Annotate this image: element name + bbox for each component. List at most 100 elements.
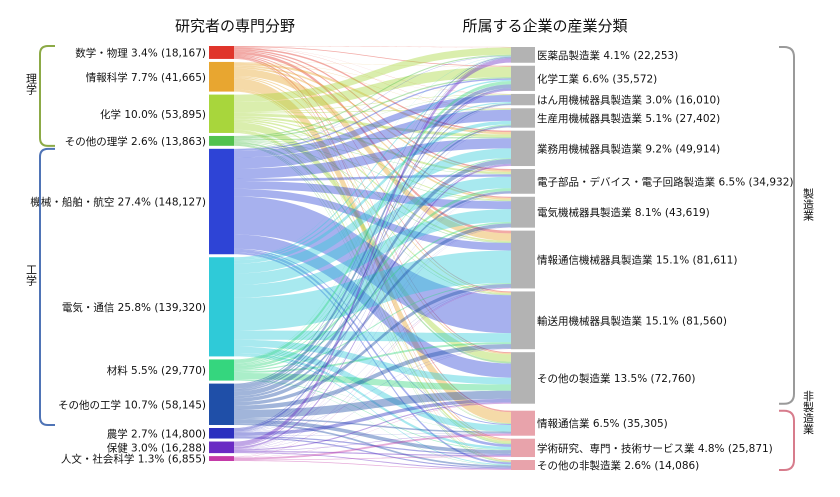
flow-link [234, 234, 511, 378]
flow-link [234, 47, 511, 102]
flow-link [234, 62, 511, 109]
flow-link [234, 62, 511, 135]
left-node-label: その他の理学 2.6% (13,863) [65, 135, 206, 148]
flow-link [234, 55, 511, 354]
flow-link [234, 77, 511, 355]
flow-link [234, 398, 511, 436]
flow-link [234, 101, 511, 261]
right-node-label: その他の非製造業 2.6% (14,086) [537, 459, 699, 472]
left-node-label: 保健 3.0% (16,288) [107, 441, 206, 454]
left-node-label: その他の工学 10.7% (58,145) [58, 398, 206, 411]
flow-link [234, 379, 511, 451]
left-group-bracket [39, 147, 55, 426]
flow-link [234, 78, 511, 424]
right-node-label: 情報通信機械器具製造業 15.1% (81,611) [537, 254, 737, 267]
flow-link [234, 140, 511, 175]
flow-link [234, 58, 511, 461]
flow-link [234, 165, 511, 457]
right-node-label: 業務用機械器具製造業 9.2% (49,914) [537, 142, 720, 155]
right-group-bracket [779, 409, 795, 471]
right-node-label: はん用機械器具製造業 3.0% (16,010) [537, 94, 720, 107]
right-node-bar [511, 230, 535, 289]
flow-link [234, 56, 511, 258]
right-node-bar [511, 291, 535, 350]
flow-link [234, 140, 511, 202]
flow-link [234, 221, 511, 370]
left-node-bar [209, 61, 234, 92]
flow-link [234, 46, 511, 48]
right-node-bar [511, 47, 535, 63]
flow-link [234, 78, 511, 151]
flow-link [234, 142, 511, 364]
flow-links [234, 46, 511, 470]
flow-link [234, 330, 511, 343]
flow-link [234, 288, 511, 458]
right-node-bar [511, 65, 535, 91]
flow-link [234, 403, 511, 458]
flow-link [234, 94, 511, 113]
flow-link [234, 129, 511, 444]
right-node-bar [511, 130, 535, 167]
flow-link [234, 390, 511, 419]
flow-link [234, 79, 511, 259]
flow-link [234, 89, 511, 442]
flow-link [234, 163, 511, 432]
right-node-label: 電子部品・デバイス・電子回路製造業 6.5% (34,932) [537, 175, 793, 188]
flow-link [234, 284, 511, 406]
flow-link [234, 46, 511, 67]
flow-link [234, 282, 511, 372]
flow-link [234, 50, 511, 198]
flow-link [234, 346, 511, 432]
flow-link [234, 191, 511, 399]
flow-link [234, 120, 511, 264]
left-node-bar [209, 441, 234, 454]
flow-link [234, 248, 511, 426]
flow-link [234, 94, 511, 139]
flow-link [234, 348, 511, 433]
flow-link [234, 287, 511, 450]
flow-link [234, 137, 511, 141]
right-node-bar [511, 460, 535, 470]
left-node-bar [209, 456, 234, 461]
left-node-label: 材料 5.5% (29,770) [107, 364, 206, 377]
flow-link [234, 372, 511, 391]
left-node-bar [209, 148, 234, 255]
right-node-label: 情報通信業 6.5% (35,305) [537, 417, 668, 430]
flow-link [234, 452, 511, 470]
flow-link [234, 57, 511, 429]
right-node-bar [511, 196, 535, 228]
left-node-label: 電気・通信 25.8% (139,320) [62, 301, 206, 314]
flow-link [234, 75, 511, 294]
right-node-label: 化学工業 6.6% (35,572) [537, 72, 657, 85]
flow-link [234, 103, 511, 364]
flow-link [234, 120, 511, 295]
right-title: 所属する企業の産業分類 [462, 17, 627, 35]
right-node-label: 生産用機械器具製造業 5.1% (27,402) [537, 112, 720, 125]
flow-link [234, 62, 511, 67]
flow-link [234, 89, 511, 447]
left-node-bar [209, 135, 234, 146]
flow-link [234, 159, 511, 397]
left-node-bar [209, 257, 234, 357]
flow-link [234, 209, 511, 298]
right-group-label: 非製造業 [802, 390, 815, 434]
flow-link [234, 55, 511, 150]
flow-link [234, 77, 511, 139]
left-node-label: 農学 2.7% (14,800) [107, 427, 206, 440]
flow-link [234, 57, 511, 440]
flow-link [234, 180, 511, 210]
right-node-label: 輸送用機械器具製造業 15.1% (81,560) [537, 314, 727, 327]
flow-link [234, 352, 511, 450]
left-title: 研究者の専門分野 [175, 17, 295, 35]
right-node-bar [511, 438, 535, 458]
flow-link [234, 380, 511, 466]
flow-link [234, 54, 511, 293]
flow-link [234, 118, 511, 201]
left-node-label: 情報科学 7.7% (41,665) [86, 71, 206, 84]
flow-link [234, 433, 511, 437]
right-group-label: 製造業 [802, 187, 815, 221]
flow-link [234, 66, 511, 200]
flow-link [234, 124, 511, 365]
